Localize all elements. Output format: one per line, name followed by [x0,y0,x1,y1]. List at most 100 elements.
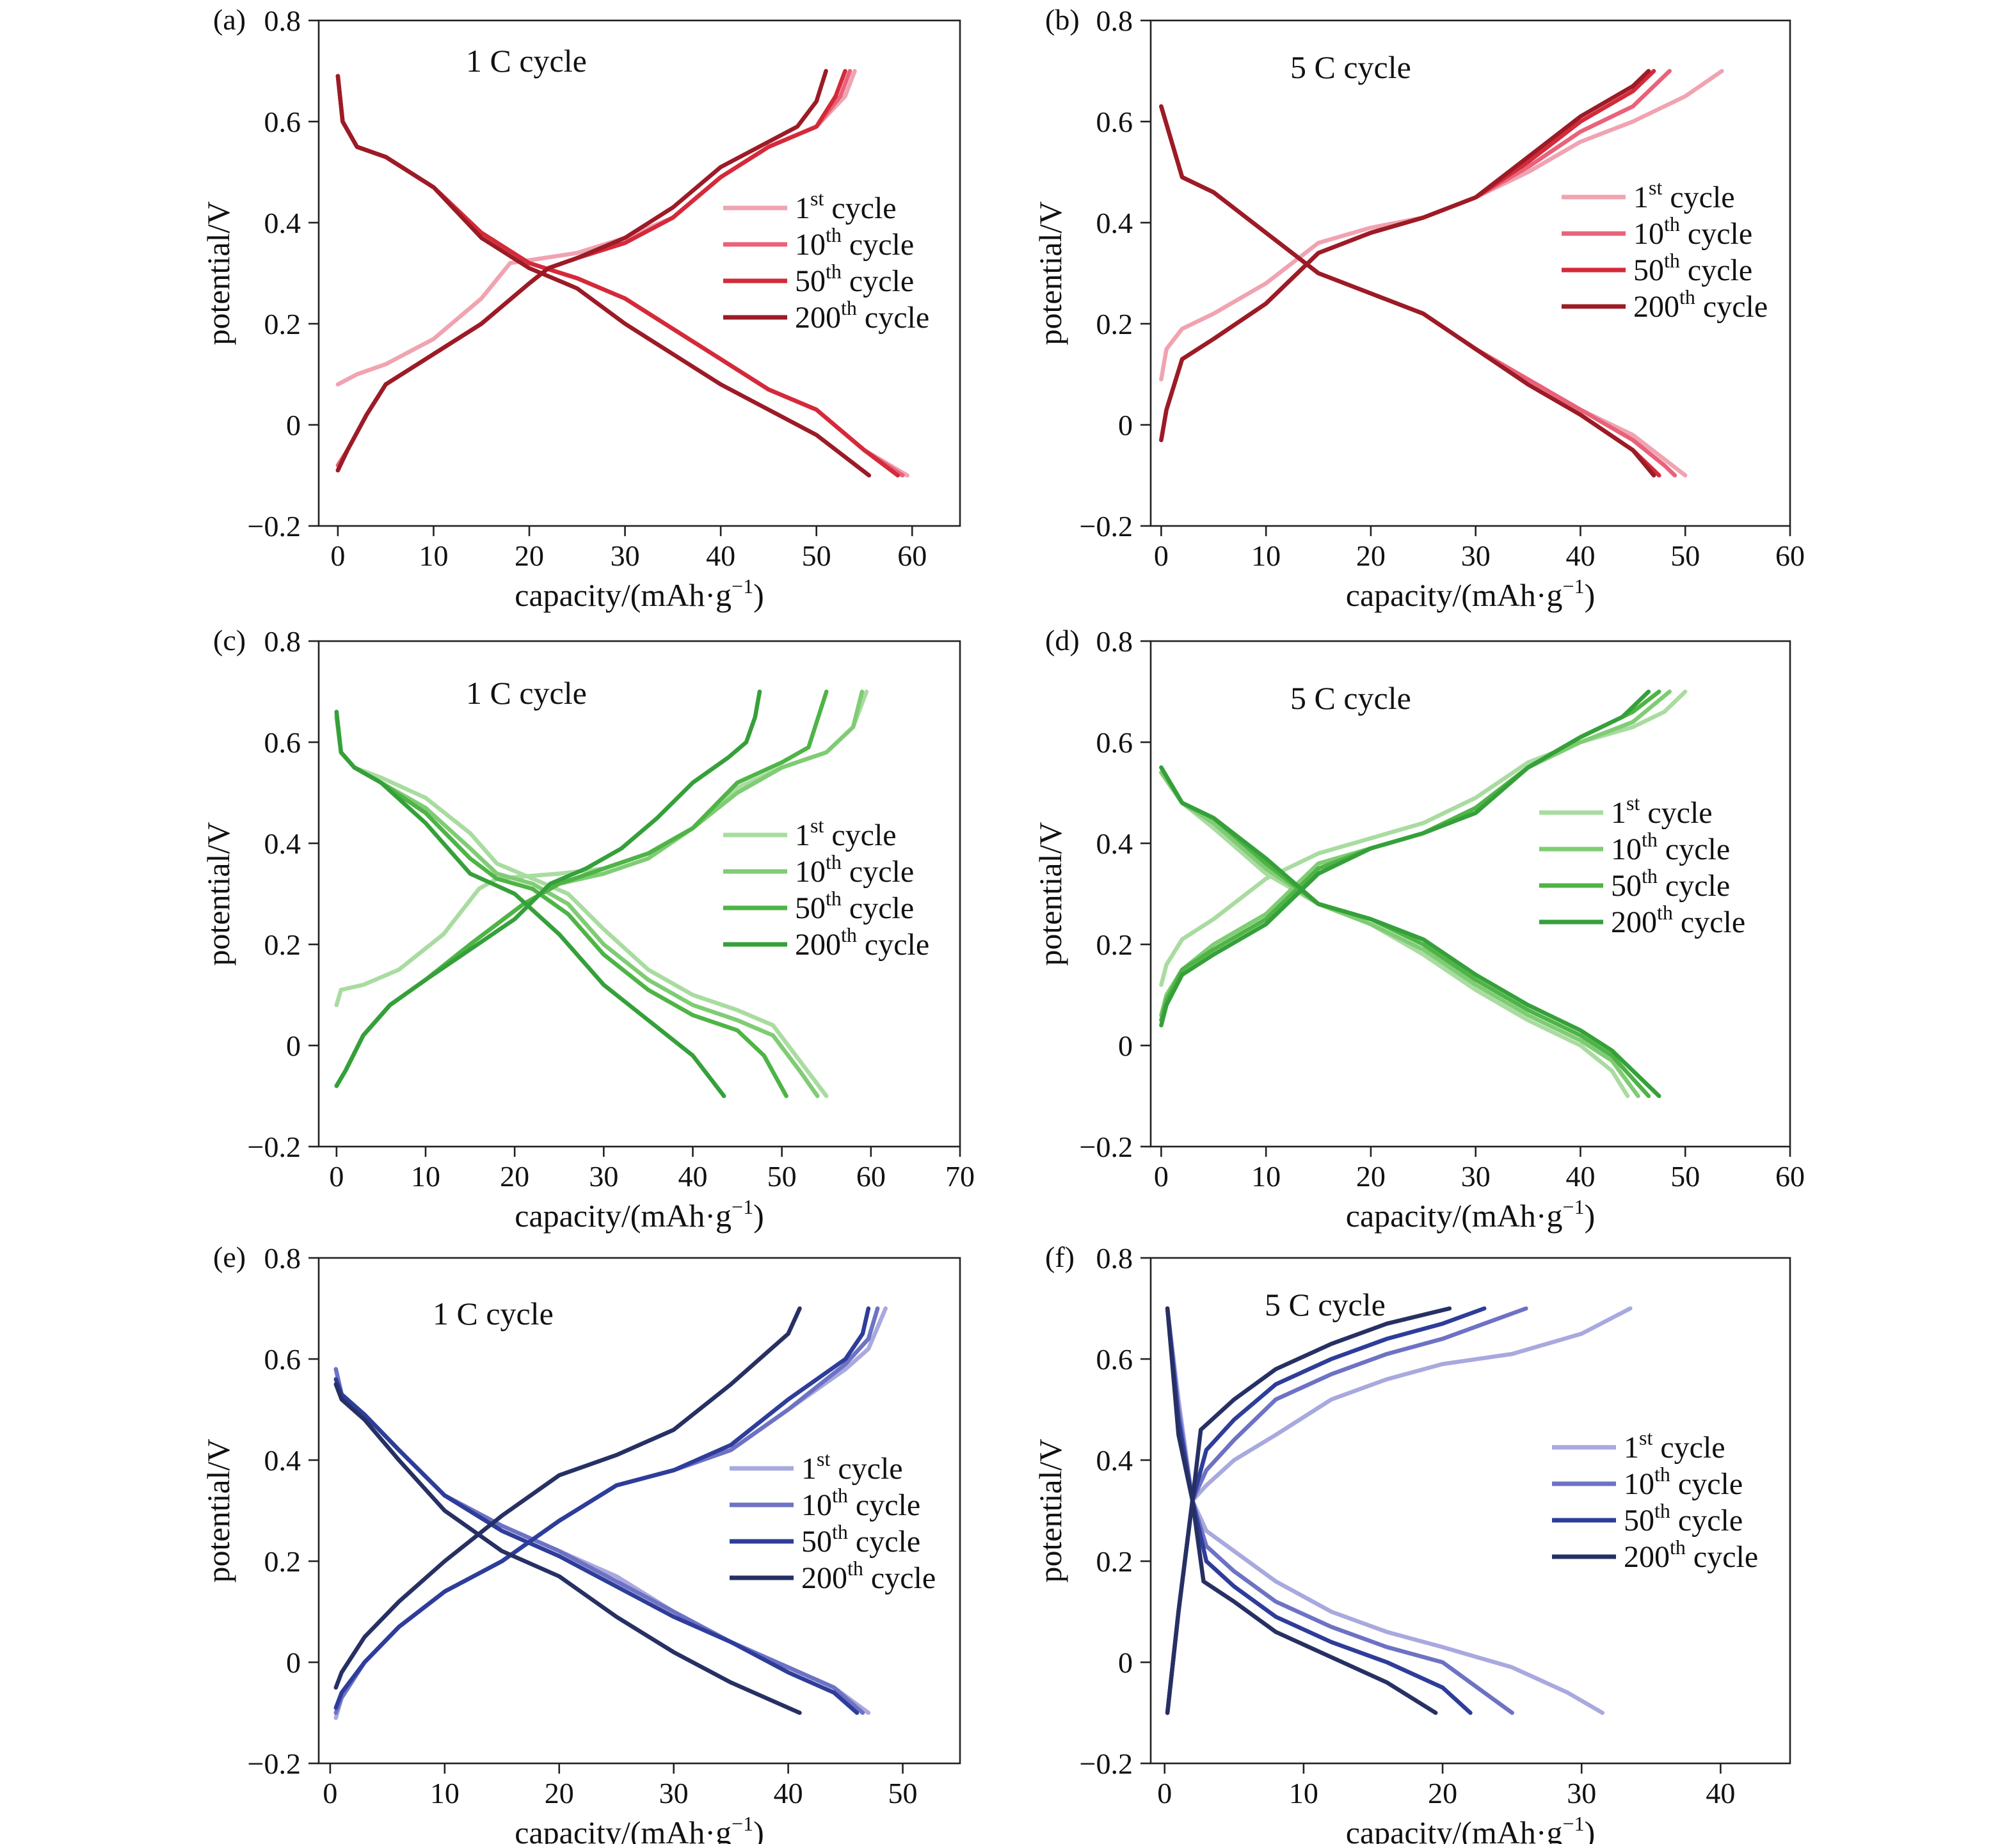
y-tick-label: 0.4 [264,207,301,239]
x-tick-label: 0 [1154,539,1169,572]
series-line-10-charge [1165,1306,1528,1715]
y-tick-label: −0.2 [248,1747,301,1780]
y-axis-label: potential/V [200,202,236,346]
series-line-1-discharge [1159,770,1630,1099]
series-line-10-charge [334,689,865,1088]
y-tick-label: 0.4 [264,827,301,860]
x-tick-label: 50 [888,1777,918,1809]
panel-e: 0 10 20 30 40 50 −0.2 0 0.2 0.4 0.6 0.8 (e) capacity/… [200,1241,961,1844]
y-tick-label: 0.4 [264,1444,301,1477]
series-line-1-charge [334,689,869,1008]
x-tick-label: 60 [897,539,927,572]
y-tick-label: 0 [1118,1029,1133,1062]
series-line-200-discharge [1159,104,1656,478]
legend-entry: 1st cycle [795,814,897,852]
x-tick-label: 30 [1567,1777,1596,1809]
series-line-50-discharge [334,710,788,1099]
x-axis-label: capacity/(mAh·g−1) [515,1812,764,1844]
chart-title: 5 C cycle [1290,680,1411,716]
y-tick-label: 0.4 [1096,1444,1133,1477]
legend-entry: 10th cycle [795,850,914,889]
y-tick-label: 0.2 [1096,1545,1133,1578]
panel-label: (b) [1045,3,1080,36]
legend-entry: 1st cycle [795,187,897,225]
x-tick-label: 30 [589,1160,618,1193]
chart-title: 5 C cycle [1290,49,1411,85]
series-line-50-charge [1165,1306,1487,1715]
series-line-1-discharge [1159,104,1688,478]
y-tick-label: 0.2 [1096,308,1133,340]
x-tick-label: 10 [1251,539,1281,572]
y-tick-label: 0.4 [1096,207,1133,239]
x-tick-label: 10 [430,1777,460,1809]
panel-f: 0 10 20 30 40 −0.2 0 0.2 0.4 0.6 0.8 (f) capacity/(m… [1032,1241,1791,1844]
legend-entry: 10th cycle [1624,1463,1743,1501]
y-tick-label: 0.6 [264,1343,301,1376]
plot-frame [317,19,961,527]
x-tick-label: 20 [1356,1160,1386,1193]
y-tick-label: 0.8 [1096,625,1133,658]
y-tick-label: 0.2 [264,928,301,961]
x-tick-label: 40 [1565,539,1595,572]
y-tick-label: −0.2 [248,510,301,543]
panel-label: (d) [1045,624,1080,656]
x-tick-label: 40 [1706,1777,1735,1809]
series-line-50-charge [333,1306,871,1710]
legend-entry: 50th cycle [795,887,914,925]
y-axis-label: potential/V [1032,1439,1068,1583]
legend-entry: 200th cycle [1611,901,1745,939]
x-tick-label: 20 [500,1160,529,1193]
series-line-200-charge [333,1306,802,1690]
chart-title: 1 C cycle [466,43,587,79]
plot-frame [317,640,961,1148]
chart-title: 1 C cycle [433,1296,554,1331]
x-tick-label: 10 [411,1160,440,1193]
x-tick-label: 50 [802,539,831,572]
series-line-200-discharge [333,1382,802,1715]
y-tick-label: 0.6 [1096,1343,1133,1376]
x-tick-label: 50 [1670,539,1700,572]
x-tick-label: 40 [1565,1160,1595,1193]
panel-label: (a) [213,3,246,36]
x-axis-label: capacity/(mAh·g−1) [515,1195,764,1234]
legend-entry: 1st cycle [1624,1426,1725,1465]
x-tick-label: 0 [330,539,345,572]
y-tick-label: 0.8 [264,4,301,37]
y-axis-label: potential/V [200,822,236,966]
y-tick-label: 0.6 [1096,726,1133,759]
legend-entry: 10th cycle [801,1484,920,1522]
y-tick-label: 0.8 [264,1242,301,1275]
y-tick-label: −0.2 [1080,1747,1133,1780]
x-axis-label: capacity/(mAh·g−1) [1346,575,1595,613]
x-tick-label: 30 [611,539,640,572]
x-tick-label: 20 [1428,1777,1457,1809]
series-line-50-charge [1159,68,1656,442]
y-tick-label: 0.2 [1096,928,1133,961]
x-tick-label: 40 [706,539,735,572]
series-line-200-discharge [334,710,726,1099]
y-tick-label: 0 [1118,409,1133,441]
y-tick-label: −0.2 [1080,510,1133,543]
y-tick-label: 0 [286,1029,301,1062]
series-line-10-charge [335,68,852,468]
x-tick-label: 0 [323,1777,337,1809]
series-line-200-charge [1159,689,1651,1028]
y-tick-label: 0 [286,1646,301,1679]
panel-label: (f) [1045,1241,1075,1273]
y-tick-label: 0.6 [264,106,301,138]
series-line-200-discharge [1159,765,1661,1099]
chart-title: 1 C cycle [466,675,587,711]
x-axis-label: capacity/(mAh·g−1) [1346,1812,1595,1844]
panel-a: 0 10 20 30 40 50 60 −0.2 0 0.2 0.4 0.6 0.8 (a) capacit… [200,3,961,613]
y-tick-label: 0.2 [264,1545,301,1578]
x-tick-label: 50 [767,1160,797,1193]
series-line-50-discharge [333,1377,860,1715]
legend-entry: 200th cycle [1624,1536,1758,1574]
series-line-200-discharge [335,74,872,478]
x-tick-label: 30 [659,1777,689,1809]
x-axis-label: capacity/(mAh·g−1) [515,575,764,613]
x-tick-label: 40 [678,1160,708,1193]
y-tick-label: 0 [286,409,301,441]
series-line-200-charge [334,689,762,1088]
y-tick-label: 0 [1118,1646,1133,1679]
